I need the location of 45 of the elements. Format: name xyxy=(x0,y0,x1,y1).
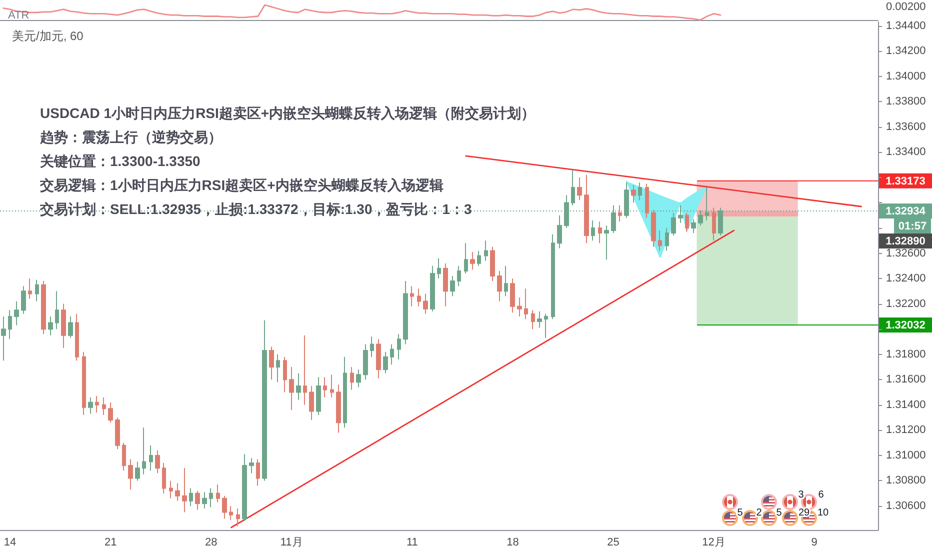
annotation: 趋势：震荡上行（逆势交易） xyxy=(39,129,222,145)
annotation: 3 xyxy=(798,490,804,500)
text: 01:57 xyxy=(898,220,927,233)
annotation: 2 xyxy=(756,508,762,518)
y-tick-label: 1.31600 xyxy=(886,374,926,386)
ref-line-label: 1.32032 xyxy=(886,320,926,332)
annotation: 5 xyxy=(776,508,782,518)
x-tick-label: 25 xyxy=(607,536,620,548)
x-tick-label: 18 xyxy=(506,536,519,548)
y-tick-label: 1.32400 xyxy=(886,272,926,285)
y-tick-label: 1.34200 xyxy=(886,45,926,58)
y-tick-label: 1.30800 xyxy=(886,474,926,487)
annotation: 美元/加元, 60 xyxy=(12,29,84,43)
annotation: 6 xyxy=(818,490,824,500)
y-tick-label: 1.32200 xyxy=(886,298,926,310)
y-tick-label: 1.31200 xyxy=(886,424,926,436)
y-tick-label: 1.33400 xyxy=(886,146,926,158)
y-tick-label: 1.31400 xyxy=(886,398,926,411)
y-tick-label: 1.34000 xyxy=(886,70,926,82)
ref-line-label: 1.32934 xyxy=(886,206,926,218)
x-tick-label: 12月 xyxy=(702,536,726,548)
x-tick-label: 9 xyxy=(811,536,818,548)
annotation: 交易逻辑：1小时日内压力RSI超卖区+内嵌空头蝴蝶反转入场逻辑 xyxy=(39,177,444,193)
annotation: 29 xyxy=(798,508,810,518)
x-tick-label: 11月 xyxy=(280,536,303,548)
x-tick-label: 14 xyxy=(4,536,16,548)
annotation: 5 xyxy=(737,508,744,518)
x-tick-label: 21 xyxy=(104,536,117,548)
text: 0.00200 xyxy=(886,1,926,13)
y-tick-label: 1.33600 xyxy=(886,120,926,133)
y-tick-label: 1.31000 xyxy=(886,449,926,462)
annotation: 交易计划：SELL:1.32935，止损:1.33372，目标:1.30，盈亏比：1：3 xyxy=(39,201,472,217)
y-tick-label: 1.30600 xyxy=(886,500,926,512)
x-tick-label: 28 xyxy=(204,536,218,548)
annotation: 10 xyxy=(817,508,829,518)
y-tick-label: 1.34400 xyxy=(886,20,926,32)
ref-line-label: 1.33173 xyxy=(886,175,926,188)
text: USDCAD 1小时日内压力RSI超卖区+内嵌空头蝴蝶反转入场逻辑（附交易计划） xyxy=(40,105,536,121)
text: 1.32890 xyxy=(886,236,926,248)
chart-title: ATR xyxy=(8,10,30,22)
x-tick-label: 11 xyxy=(406,536,418,548)
y-tick-label: 1.32600 xyxy=(886,247,926,260)
y-tick-label: 1.31800 xyxy=(886,348,926,360)
annotation: 关键位置：1.3300-1.3350 xyxy=(39,153,201,169)
y-tick-label: 1.33800 xyxy=(886,96,926,108)
